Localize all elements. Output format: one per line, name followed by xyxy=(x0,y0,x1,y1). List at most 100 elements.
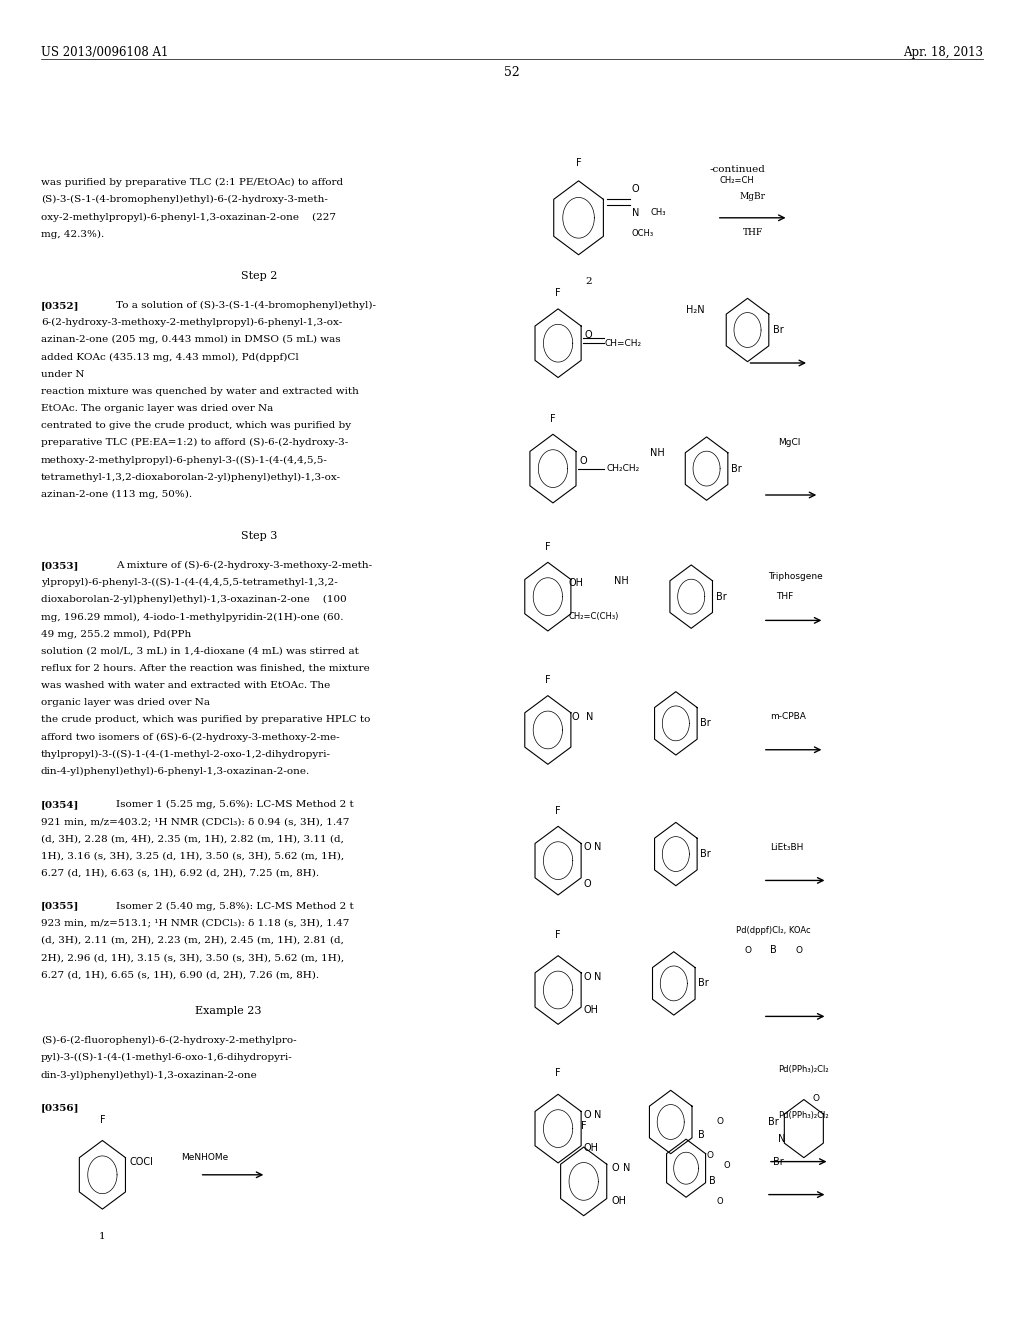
Text: N: N xyxy=(586,711,593,722)
Text: under N: under N xyxy=(41,370,84,379)
Text: 921 min, m/z=403.2; ¹H NMR (CDCl₃): δ 0.94 (s, 3H), 1.47: 921 min, m/z=403.2; ¹H NMR (CDCl₃): δ 0.… xyxy=(41,817,349,826)
Text: azinan-2-one (113 mg, 50%).: azinan-2-one (113 mg, 50%). xyxy=(41,490,193,499)
Text: O: O xyxy=(584,972,591,982)
Text: A mixture of (S)-6-(2-hydroxy-3-methoxy-2-meth-: A mixture of (S)-6-(2-hydroxy-3-methoxy-… xyxy=(116,561,372,570)
Text: US 2013/0096108 A1: US 2013/0096108 A1 xyxy=(41,46,168,59)
Text: din-3-yl)phenyl)ethyl)-1,3-oxazinan-2-one: din-3-yl)phenyl)ethyl)-1,3-oxazinan-2-on… xyxy=(41,1071,258,1080)
Text: reflux for 2 hours. After the reaction was finished, the mixture: reflux for 2 hours. After the reaction w… xyxy=(41,664,370,673)
Text: m-CPBA: m-CPBA xyxy=(770,713,806,721)
Text: Br: Br xyxy=(698,978,709,989)
Text: O: O xyxy=(812,1094,819,1102)
Text: 6-(2-hydroxy-3-methoxy-2-methylpropyl)-6-phenyl-1,3-ox-: 6-(2-hydroxy-3-methoxy-2-methylpropyl)-6… xyxy=(41,318,342,327)
Text: OH: OH xyxy=(568,578,584,589)
Text: pyl)-3-((S)-1-(4-(1-methyl-6-oxo-1,6-dihydropyri-: pyl)-3-((S)-1-(4-(1-methyl-6-oxo-1,6-dih… xyxy=(41,1053,293,1063)
Text: 52: 52 xyxy=(504,66,520,79)
Text: OH: OH xyxy=(584,1005,599,1015)
Text: mg, 42.3%).: mg, 42.3%). xyxy=(41,230,104,239)
Text: added KOAc (435.13 mg, 4.43 mmol), Pd(dppf)Cl: added KOAc (435.13 mg, 4.43 mmol), Pd(dp… xyxy=(41,352,299,362)
Text: MgCl: MgCl xyxy=(778,438,801,446)
Text: F: F xyxy=(575,157,582,168)
Text: F: F xyxy=(581,1121,587,1131)
Text: Br: Br xyxy=(773,325,783,335)
Text: mg, 196.29 mmol), 4-iodo-1-methylpyridin-2(1H)-one (60.: mg, 196.29 mmol), 4-iodo-1-methylpyridin… xyxy=(41,612,343,622)
Text: oxy-2-methylpropyl)-6-phenyl-1,3-oxazinan-2-one    (227: oxy-2-methylpropyl)-6-phenyl-1,3-oxazina… xyxy=(41,213,336,222)
Text: O: O xyxy=(584,842,591,853)
Text: Triphosgene: Triphosgene xyxy=(768,573,822,581)
Text: [0353]: [0353] xyxy=(41,561,79,570)
Text: CH₃: CH₃ xyxy=(650,209,666,216)
Text: F: F xyxy=(99,1114,105,1125)
Text: H₂N: H₂N xyxy=(686,305,705,315)
Text: Isomer 2 (5.40 mg, 5.8%): LC-MS Method 2 t: Isomer 2 (5.40 mg, 5.8%): LC-MS Method 2… xyxy=(116,902,353,911)
Text: N: N xyxy=(594,972,601,982)
Text: 49 mg, 255.2 mmol), Pd(PPh: 49 mg, 255.2 mmol), Pd(PPh xyxy=(41,630,191,639)
Text: EtOAc. The organic layer was dried over Na: EtOAc. The organic layer was dried over … xyxy=(41,404,273,413)
Text: COCl: COCl xyxy=(129,1156,153,1167)
Text: N: N xyxy=(594,842,601,853)
Text: O: O xyxy=(717,1197,723,1205)
Text: B: B xyxy=(770,945,776,956)
Text: Br: Br xyxy=(731,463,741,474)
Text: N: N xyxy=(778,1134,785,1144)
Text: Apr. 18, 2013: Apr. 18, 2013 xyxy=(903,46,983,59)
Text: 6.27 (d, 1H), 6.65 (s, 1H), 6.90 (d, 2H), 7.26 (m, 8H).: 6.27 (d, 1H), 6.65 (s, 1H), 6.90 (d, 2H)… xyxy=(41,970,319,979)
Text: CH₂CH₂: CH₂CH₂ xyxy=(606,465,639,473)
Text: O: O xyxy=(796,946,802,954)
Text: [0356]: [0356] xyxy=(41,1104,80,1113)
Text: the crude product, which was purified by preparative HPLC to: the crude product, which was purified by… xyxy=(41,715,371,725)
Text: LiEt₃BH: LiEt₃BH xyxy=(770,843,804,851)
Text: THF: THF xyxy=(742,228,763,238)
Text: F: F xyxy=(550,413,556,424)
Text: B: B xyxy=(698,1130,706,1140)
Text: 2H), 2.96 (d, 1H), 3.15 (s, 3H), 3.50 (s, 3H), 5.62 (m, 1H),: 2H), 2.96 (d, 1H), 3.15 (s, 3H), 3.50 (s… xyxy=(41,953,344,962)
Text: 923 min, m/z=513.1; ¹H NMR (CDCl₃): δ 1.18 (s, 3H), 1.47: 923 min, m/z=513.1; ¹H NMR (CDCl₃): δ 1.… xyxy=(41,919,349,928)
Text: O: O xyxy=(632,183,639,194)
Text: N: N xyxy=(632,207,639,218)
Text: B: B xyxy=(709,1176,716,1187)
Text: Step 3: Step 3 xyxy=(241,531,278,541)
Text: N: N xyxy=(623,1163,630,1173)
Text: O: O xyxy=(744,946,751,954)
Text: -continued: -continued xyxy=(710,165,765,174)
Text: Isomer 1 (5.25 mg, 5.6%): LC-MS Method 2 t: Isomer 1 (5.25 mg, 5.6%): LC-MS Method 2… xyxy=(116,800,353,809)
Text: dioxaborolan-2-yl)phenyl)ethyl)-1,3-oxazinan-2-one    (100: dioxaborolan-2-yl)phenyl)ethyl)-1,3-oxaz… xyxy=(41,595,347,605)
Text: tetramethyl-1,3,2-dioxaborolan-2-yl)phenyl)ethyl)-1,3-ox-: tetramethyl-1,3,2-dioxaborolan-2-yl)phen… xyxy=(41,473,341,482)
Text: OH: OH xyxy=(611,1196,627,1206)
Text: Pd(PPh₃)₂Cl₂: Pd(PPh₃)₂Cl₂ xyxy=(778,1065,828,1073)
Text: (S)-3-(S-1-(4-bromophenyl)ethyl)-6-(2-hydroxy-3-meth-: (S)-3-(S-1-(4-bromophenyl)ethyl)-6-(2-hy… xyxy=(41,195,328,205)
Text: 1: 1 xyxy=(99,1232,105,1241)
Text: CH₂=CH: CH₂=CH xyxy=(720,176,755,185)
Text: O: O xyxy=(707,1151,714,1159)
Text: (d, 3H), 2.11 (m, 2H), 2.23 (m, 2H), 2.45 (m, 1H), 2.81 (d,: (d, 3H), 2.11 (m, 2H), 2.23 (m, 2H), 2.4… xyxy=(41,936,344,945)
Text: Br: Br xyxy=(700,718,711,729)
Text: O: O xyxy=(571,711,579,722)
Text: CH=CH₂: CH=CH₂ xyxy=(604,339,641,347)
Text: F: F xyxy=(545,541,551,552)
Text: afford two isomers of (6S)-6-(2-hydroxy-3-methoxy-2-me-: afford two isomers of (6S)-6-(2-hydroxy-… xyxy=(41,733,340,742)
Text: Step 2: Step 2 xyxy=(241,271,278,281)
Text: (S)-6-(2-fluorophenyl)-6-(2-hydroxy-2-methylpro-: (S)-6-(2-fluorophenyl)-6-(2-hydroxy-2-me… xyxy=(41,1036,297,1045)
Text: F: F xyxy=(555,1068,561,1078)
Text: NH: NH xyxy=(650,447,665,458)
Text: thylpropyl)-3-((S)-1-(4-(1-methyl-2-oxo-1,2-dihydropyri-: thylpropyl)-3-((S)-1-(4-(1-methyl-2-oxo-… xyxy=(41,750,331,759)
Text: F: F xyxy=(555,288,561,298)
Text: 1H), 3.16 (s, 3H), 3.25 (d, 1H), 3.50 (s, 3H), 5.62 (m, 1H),: 1H), 3.16 (s, 3H), 3.25 (d, 1H), 3.50 (s… xyxy=(41,851,344,861)
Text: Pd(dppf)Cl₂, KOAc: Pd(dppf)Cl₂, KOAc xyxy=(736,927,810,935)
Text: solution (2 mol/L, 3 mL) in 1,4-dioxane (4 mL) was stirred at: solution (2 mol/L, 3 mL) in 1,4-dioxane … xyxy=(41,647,358,656)
Text: To a solution of (S)-3-(S-1-(4-bromophenyl)ethyl)-: To a solution of (S)-3-(S-1-(4-bromophen… xyxy=(116,301,376,310)
Text: [0352]: [0352] xyxy=(41,301,80,310)
Text: Br: Br xyxy=(768,1117,778,1127)
Text: O: O xyxy=(717,1118,724,1126)
Text: O: O xyxy=(584,879,591,890)
Text: Br: Br xyxy=(700,849,711,859)
Text: O: O xyxy=(611,1163,618,1173)
Text: Br: Br xyxy=(716,591,726,602)
Text: MeNHOMe: MeNHOMe xyxy=(181,1154,228,1162)
Text: was purified by preparative TLC (2:1 PE/EtOAc) to afford: was purified by preparative TLC (2:1 PE/… xyxy=(41,178,343,187)
Text: (d, 3H), 2.28 (m, 4H), 2.35 (m, 1H), 2.82 (m, 1H), 3.11 (d,: (d, 3H), 2.28 (m, 4H), 2.35 (m, 1H), 2.8… xyxy=(41,834,344,843)
Text: OCH₃: OCH₃ xyxy=(632,230,654,238)
Text: din-4-yl)phenyl)ethyl)-6-phenyl-1,3-oxazinan-2-one.: din-4-yl)phenyl)ethyl)-6-phenyl-1,3-oxaz… xyxy=(41,767,310,776)
Text: O: O xyxy=(724,1162,730,1170)
Text: O: O xyxy=(584,1110,591,1121)
Text: 6.27 (d, 1H), 6.63 (s, 1H), 6.92 (d, 2H), 7.25 (m, 8H).: 6.27 (d, 1H), 6.63 (s, 1H), 6.92 (d, 2H)… xyxy=(41,869,319,878)
